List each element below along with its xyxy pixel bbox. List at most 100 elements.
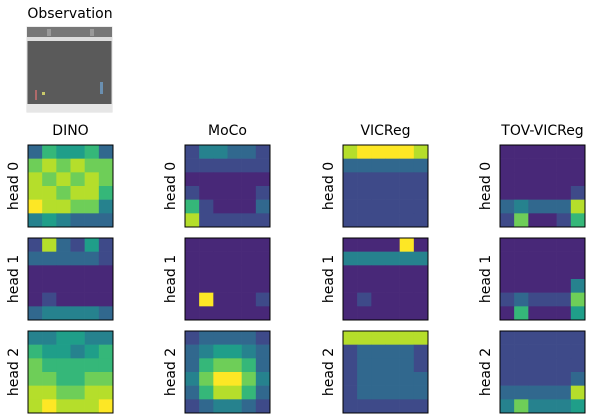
- heatmap-cell: [213, 306, 227, 320]
- heatmap-cell: [85, 331, 99, 345]
- heatmap-cell: [500, 372, 514, 386]
- heatmap-cell: [28, 172, 42, 186]
- head-label: head 2: [321, 348, 337, 396]
- heatmap-cell: [199, 399, 213, 413]
- heatmap-cell: [543, 372, 557, 386]
- heatmap-cell: [514, 172, 528, 186]
- heatmap-cell: [400, 159, 414, 173]
- heatmap-cell: [185, 159, 199, 173]
- heatmap-cell: [500, 399, 514, 413]
- heatmap-cell: [185, 172, 199, 186]
- heatmap-cell: [42, 159, 56, 173]
- heatmap-cell: [99, 238, 113, 252]
- heatmap-cell: [213, 358, 227, 372]
- heatmap-cell: [371, 279, 385, 293]
- heatmap-cell: [386, 172, 400, 186]
- heatmap-cell: [256, 172, 270, 186]
- heatmap-cell: [185, 331, 199, 345]
- heatmap-cell: [256, 159, 270, 173]
- heatmap-cell: [571, 238, 585, 252]
- heatmap-cell: [514, 399, 528, 413]
- heatmap-cell: [242, 145, 256, 159]
- heatmap-cell: [571, 200, 585, 214]
- heatmap-cell: [199, 200, 213, 214]
- heatmap-cell: [557, 358, 571, 372]
- heatmap-cell: [185, 306, 199, 320]
- heatmap-cell: [557, 159, 571, 173]
- heatmap-cell: [514, 358, 528, 372]
- heatmap-cell: [371, 186, 385, 200]
- heatmap-cell: [85, 306, 99, 320]
- heatmap-cell: [500, 331, 514, 345]
- heatmap-cell: [42, 399, 56, 413]
- heatmap-cell: [543, 358, 557, 372]
- heatmap-cell: [571, 345, 585, 359]
- heatmap-cell: [414, 186, 428, 200]
- heatmap-cell: [557, 399, 571, 413]
- heatmap-cell: [528, 293, 542, 307]
- heatmap-cell: [99, 265, 113, 279]
- heatmap-cell: [28, 372, 42, 386]
- heatmap-cell: [242, 386, 256, 400]
- heatmap-cell: [400, 213, 414, 227]
- heatmap-cell: [557, 213, 571, 227]
- heatmap-cell: [528, 145, 542, 159]
- heatmap-cell: [400, 238, 414, 252]
- heatmap-cell: [256, 279, 270, 293]
- heatmap-cell: [28, 345, 42, 359]
- heatmap-cell: [242, 252, 256, 266]
- heatmap-cell: [56, 186, 70, 200]
- heatmap-cell: [343, 145, 357, 159]
- heatmap-cell: [371, 331, 385, 345]
- heatmap-cell: [42, 306, 56, 320]
- heatmap-cell: [228, 213, 242, 227]
- heatmap-cell: [343, 186, 357, 200]
- heatmap-cell: [414, 331, 428, 345]
- heatmap-cell: [543, 213, 557, 227]
- heatmap-cell: [42, 386, 56, 400]
- head-label: head 2: [6, 348, 22, 396]
- observation-image: [27, 27, 112, 112]
- heatmap-cell: [371, 213, 385, 227]
- heatmap-cell: [185, 213, 199, 227]
- heatmap-cell: [28, 279, 42, 293]
- heatmap-cell: [213, 345, 227, 359]
- heatmap-cell: [514, 186, 528, 200]
- heatmap-cell: [71, 306, 85, 320]
- heatmap-cell: [343, 358, 357, 372]
- heatmap-cell: [500, 306, 514, 320]
- heatmap-cell: [528, 358, 542, 372]
- heatmap-cell: [56, 358, 70, 372]
- heatmap-cell: [371, 372, 385, 386]
- heatmap-cell: [71, 279, 85, 293]
- heatmap-cell: [528, 386, 542, 400]
- heatmap-cell: [528, 399, 542, 413]
- heatmap-cell: [386, 200, 400, 214]
- heatmap-cell: [242, 238, 256, 252]
- heatmap-cell: [514, 200, 528, 214]
- heatmap-cell: [242, 293, 256, 307]
- heatmap-cell: [514, 265, 528, 279]
- heatmap-cell: [386, 306, 400, 320]
- heatmap-cell: [500, 293, 514, 307]
- heatmap-cell: [543, 200, 557, 214]
- heatmap-cell: [99, 372, 113, 386]
- heatmap-cell: [557, 345, 571, 359]
- heatmap-cell: [414, 213, 428, 227]
- heatmap-cell: [500, 238, 514, 252]
- heatmap-cell: [514, 306, 528, 320]
- head-label: head 0: [6, 162, 22, 210]
- heatmap-cell: [71, 200, 85, 214]
- heatmap-cell: [414, 306, 428, 320]
- heatmap-cell: [528, 345, 542, 359]
- heatmap-cell: [28, 200, 42, 214]
- heatmap-cell: [543, 159, 557, 173]
- heatmap-cell: [343, 386, 357, 400]
- heatmap-cell: [56, 172, 70, 186]
- heatmap-cell: [500, 252, 514, 266]
- heatmap-cell: [357, 238, 371, 252]
- heatmap-cell: [228, 145, 242, 159]
- heatmap-cell: [571, 172, 585, 186]
- heatmap-cell: [71, 238, 85, 252]
- heatmap-cell: [228, 252, 242, 266]
